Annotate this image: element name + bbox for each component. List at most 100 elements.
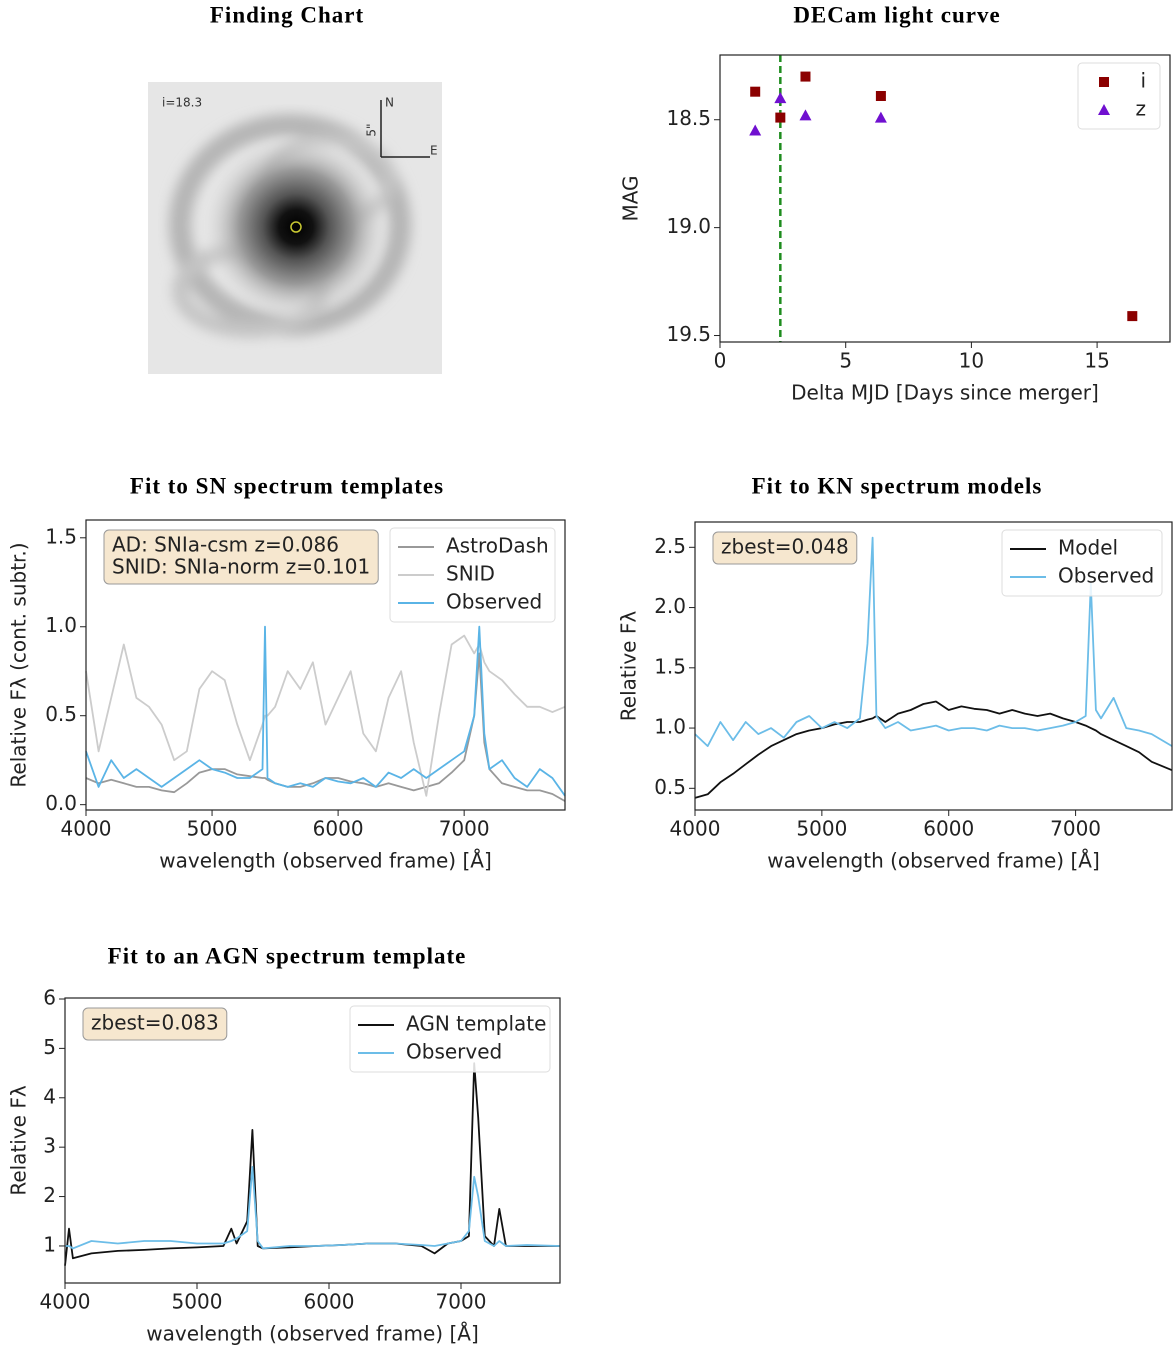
x-tick-label: 6000 xyxy=(313,817,364,841)
marker xyxy=(775,112,786,123)
y-tick-label: 0.0 xyxy=(45,791,77,815)
galaxy-core xyxy=(201,132,391,322)
legend-box xyxy=(389,527,556,623)
marker xyxy=(1127,311,1138,322)
y-tick-label: 2.0 xyxy=(654,594,686,618)
legend-box xyxy=(1001,529,1163,597)
plot-frame xyxy=(719,54,1171,343)
y-tick-label: 0.5 xyxy=(45,702,77,726)
marker xyxy=(749,124,762,136)
legend-label: Observed xyxy=(406,1040,502,1064)
x-tick-label: 4000 xyxy=(670,817,721,841)
y-tick-label: 6 xyxy=(43,985,56,1009)
y-tick-label: 1.5 xyxy=(654,654,686,678)
y-tick-label: 19.0 xyxy=(666,214,711,238)
plot-frame xyxy=(85,519,566,811)
chart-title: Fit to SN spectrum templates xyxy=(130,473,444,498)
marker xyxy=(800,71,811,82)
east-label: E xyxy=(430,144,438,158)
y-axis-label: Relative Fλ (cont. subtr.) xyxy=(7,542,31,787)
magnitude-label: i=18.3 xyxy=(162,96,202,110)
y-tick-label: 3 xyxy=(43,1134,56,1158)
x-axis-label: wavelength (observed frame) [Å] xyxy=(146,1322,479,1346)
marker xyxy=(750,86,761,97)
annotation-text: zbest=0.048 xyxy=(721,535,849,559)
y-tick-label: 5 xyxy=(43,1035,56,1059)
y-tick-label: 19.5 xyxy=(666,322,711,346)
chart: Fit to KN spectrum models wavelength (obs… xyxy=(617,473,1173,873)
legend-label: AstroDash xyxy=(446,534,549,558)
y-tick-label: 1 xyxy=(43,1232,56,1256)
legend-box xyxy=(1077,62,1161,130)
marker xyxy=(874,111,887,123)
annotation-text: AD: SNIa-csm z=0.086 xyxy=(112,533,339,557)
series-line xyxy=(694,536,1173,747)
chart: Fit to SN spectrum templates wavelength (… xyxy=(7,473,566,873)
annotation-text: SNID: SNIa-norm z=0.101 xyxy=(112,555,370,579)
series-line xyxy=(85,634,566,797)
legend-marker xyxy=(1099,77,1109,87)
marker xyxy=(799,109,812,121)
y-axis-label: MAG xyxy=(619,175,643,221)
marker xyxy=(774,92,787,104)
x-tick-label: 6000 xyxy=(923,817,974,841)
chart: DECam light curve Delta MJD [Days since m… xyxy=(619,2,1171,405)
x-axis-label: wavelength (observed frame) [Å] xyxy=(767,849,1100,873)
x-tick-label: 5000 xyxy=(187,817,238,841)
legend-marker xyxy=(1098,104,1110,115)
x-tick-label: 7000 xyxy=(439,817,490,841)
chart-title: Fit to KN spectrum models xyxy=(752,473,1043,498)
y-tick-label: 1.0 xyxy=(654,715,686,739)
y-tick-label: 18.5 xyxy=(666,106,711,130)
scale-label: 5" xyxy=(365,123,379,136)
y-tick-label: 0.5 xyxy=(654,775,686,799)
y-tick-label: 2.5 xyxy=(654,534,686,558)
annotation-box xyxy=(103,529,379,585)
x-tick-label: 10 xyxy=(959,349,984,373)
y-tick-label: 4 xyxy=(43,1084,56,1108)
x-tick-label: 15 xyxy=(1084,349,1109,373)
legend-label: Observed xyxy=(1058,564,1154,588)
y-axis-label: Relative Fλ xyxy=(617,611,641,722)
target-marker xyxy=(290,221,302,233)
x-axis-label: Delta MJD [Days since merger] xyxy=(791,381,1099,405)
x-tick-label: 7000 xyxy=(1050,817,1101,841)
y-axis-label: Relative Fλ xyxy=(7,1085,31,1196)
series-line xyxy=(85,625,566,797)
x-axis-label: wavelength (observed frame) [Å] xyxy=(159,849,492,873)
finding-chart: Finding Chart i=18.3 N E 5" xyxy=(148,2,442,374)
legend-label: AGN template xyxy=(406,1012,546,1036)
legend-label: Model xyxy=(1058,536,1118,560)
legend-box xyxy=(349,1005,551,1073)
y-tick-label: 1.5 xyxy=(45,524,77,548)
annotation-box xyxy=(82,1007,228,1041)
legend-label: SNID xyxy=(446,562,495,586)
x-tick-label: 5 xyxy=(839,349,852,373)
series-line xyxy=(64,1062,560,1266)
x-tick-label: 6000 xyxy=(304,1290,355,1314)
x-tick-label: 0 xyxy=(714,349,727,373)
legend-label: i xyxy=(1140,69,1146,93)
chart: Fit to an AGN spectrum template wavelengt… xyxy=(7,943,561,1346)
chart-title: Fit to an AGN spectrum template xyxy=(108,943,467,968)
chart-title: DECam light curve xyxy=(793,2,1000,27)
y-tick-label: 1.0 xyxy=(45,613,77,637)
legend-label: Observed xyxy=(446,590,542,614)
series-line xyxy=(65,1166,561,1250)
x-tick-label: 7000 xyxy=(436,1290,487,1314)
y-tick-label: 2 xyxy=(43,1183,56,1207)
legend-label: z xyxy=(1136,97,1147,121)
annotation-text: zbest=0.083 xyxy=(91,1011,219,1035)
plot-frame xyxy=(694,521,1173,811)
finding-chart-title: Finding Chart xyxy=(210,2,364,27)
x-tick-label: 5000 xyxy=(172,1290,223,1314)
x-tick-label: 4000 xyxy=(40,1290,91,1314)
x-tick-label: 5000 xyxy=(796,817,847,841)
x-tick-label: 4000 xyxy=(61,817,112,841)
annotation-box xyxy=(712,531,858,565)
marker xyxy=(875,91,886,101)
plot-frame xyxy=(64,997,561,1284)
series-line xyxy=(694,700,1173,799)
north-label: N xyxy=(385,96,394,110)
